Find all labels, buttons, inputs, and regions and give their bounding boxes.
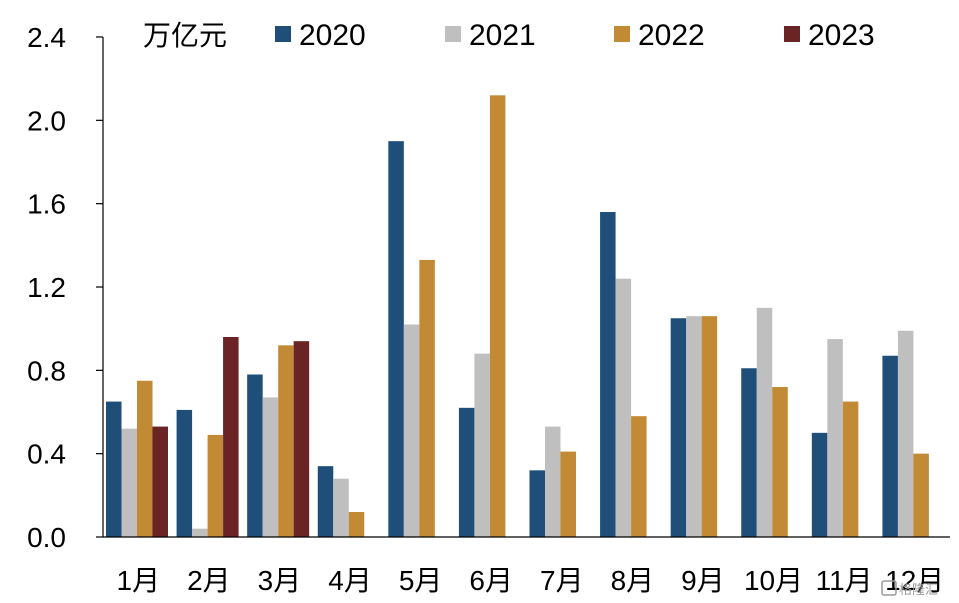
- bar-2021-5: [403, 324, 420, 537]
- y-tick-label: 0.4: [27, 439, 66, 470]
- unit-label: 万亿元: [143, 19, 227, 52]
- bar-2020-1: [106, 401, 122, 537]
- legend-swatch-2021: [445, 26, 461, 42]
- x-tick-label: 6月: [469, 565, 513, 596]
- bar-2020-5: [388, 141, 404, 538]
- x-tick-label: 7月: [540, 565, 584, 596]
- y-tick-label: 2.4: [27, 22, 66, 53]
- y-axis: 0.0 0.4 0.8 1.2 1.6 2.0 2.4: [27, 22, 104, 553]
- bar-2020-3: [247, 374, 263, 537]
- bar-2022-3: [278, 345, 294, 537]
- bar-2022-8: [631, 416, 647, 537]
- bar-2023-1: [152, 426, 168, 537]
- bar-2020-10: [741, 368, 757, 537]
- bar-2022-6: [489, 95, 506, 537]
- bar-2021-10: [756, 307, 773, 537]
- y-tick-label: 1.2: [27, 272, 66, 303]
- legend: 万亿元 2020 2021 2022 2023: [143, 19, 875, 52]
- bar-2023-3: [293, 341, 310, 537]
- x-tick-label: 8月: [611, 565, 655, 596]
- bar-2021-8: [615, 278, 632, 537]
- bar-2022-12: [913, 453, 929, 537]
- legend-label-2023: 2023: [808, 19, 875, 52]
- x-tick-label: 3月: [258, 565, 302, 596]
- x-tick-label: 4月: [328, 565, 372, 596]
- bar-2020-7: [529, 470, 545, 537]
- x-tick-label: 1月: [117, 565, 161, 596]
- bar-2020-11: [811, 432, 828, 537]
- bar-2022-1: [137, 380, 153, 537]
- y-tick-label: 2.0: [27, 105, 66, 136]
- bar-2021-12: [897, 330, 914, 537]
- bar-2021-6: [474, 353, 490, 537]
- watermark-text: 格隆汇: [899, 582, 938, 598]
- bar-2021-1: [121, 428, 137, 537]
- legend-label-2022: 2022: [638, 19, 705, 52]
- legend-label-2020: 2020: [299, 19, 366, 52]
- bar-2022-7: [560, 451, 576, 537]
- bar-2022-9: [701, 316, 718, 537]
- legend-swatch-2022: [614, 26, 630, 42]
- bar-2021-9: [686, 316, 702, 537]
- bar-2021-7: [545, 426, 561, 537]
- bar-2021-3: [262, 397, 279, 537]
- x-tick-label: 2月: [187, 565, 231, 596]
- bar-2022-2: [207, 434, 224, 537]
- watermark: 格隆汇: [881, 580, 938, 598]
- y-tick-label: 0.0: [27, 522, 66, 553]
- y-tick-label: 1.6: [27, 189, 66, 220]
- x-tick-label: 5月: [399, 565, 443, 596]
- bar-2020-9: [670, 318, 687, 537]
- bar-2022-11: [842, 401, 859, 537]
- bar-2020-6: [458, 407, 475, 537]
- bar-2020-8: [600, 212, 616, 537]
- legend-swatch-2020: [275, 26, 291, 42]
- logo-icon: [881, 580, 897, 596]
- x-axis: 1月 2月 3月 4月 5月 6月 7月 8月 9月 10月 11月 12月: [103, 536, 950, 596]
- bar-2020-4: [317, 466, 334, 537]
- legend-swatch-2023: [784, 26, 800, 42]
- bar-2020-12: [882, 355, 898, 537]
- bar-2023-2: [223, 337, 239, 537]
- bars: [106, 95, 929, 538]
- bar-2020-2: [176, 409, 193, 537]
- legend-label-2021: 2021: [469, 19, 536, 52]
- y-tick-label: 0.8: [27, 355, 66, 386]
- bar-2022-10: [772, 387, 788, 537]
- bar-2022-4: [348, 512, 365, 537]
- bar-2021-11: [827, 339, 843, 537]
- bar-2022-5: [419, 259, 435, 537]
- bar-2021-4: [333, 478, 349, 537]
- x-tick-label: 10月: [744, 565, 803, 596]
- x-tick-label: 9月: [681, 565, 725, 596]
- bar-2021-2: [192, 528, 208, 537]
- x-tick-label: 11月: [816, 565, 873, 596]
